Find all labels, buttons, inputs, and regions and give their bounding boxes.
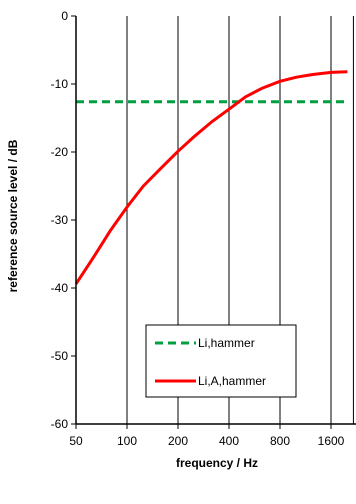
y-tick-label: -40 <box>51 281 69 295</box>
series-line-li-a-hammer <box>74 70 348 285</box>
y-tick-label: -60 <box>51 417 69 431</box>
x-axis-title: frequency / Hz <box>176 456 258 470</box>
x-tick-label: 50 <box>69 434 83 448</box>
x-tick-label: 1600 <box>318 434 345 448</box>
legend: Li,hammer Li,A,hammer <box>145 324 297 398</box>
y-tick-label: -10 <box>51 77 69 91</box>
x-tick-label: 400 <box>219 434 239 448</box>
legend-label-li-hammer: Li,hammer <box>198 336 255 350</box>
legend-box <box>145 324 297 398</box>
x-tick-label: 100 <box>117 434 137 448</box>
grid-layer <box>126 16 354 424</box>
x-tick-label: 200 <box>168 434 188 448</box>
y-tick-label: -30 <box>51 213 69 227</box>
y-tick-label: 0 <box>61 9 68 23</box>
y-tick-label: -20 <box>51 145 69 159</box>
legend-label-li-a-hammer: Li,A,hammer <box>198 374 266 388</box>
x-tick-label: 800 <box>270 434 290 448</box>
y-axis-title: reference source level / dB <box>6 139 20 292</box>
series-layer <box>74 70 348 285</box>
axes-layer <box>71 15 356 429</box>
y-tick-label: -50 <box>51 349 69 363</box>
